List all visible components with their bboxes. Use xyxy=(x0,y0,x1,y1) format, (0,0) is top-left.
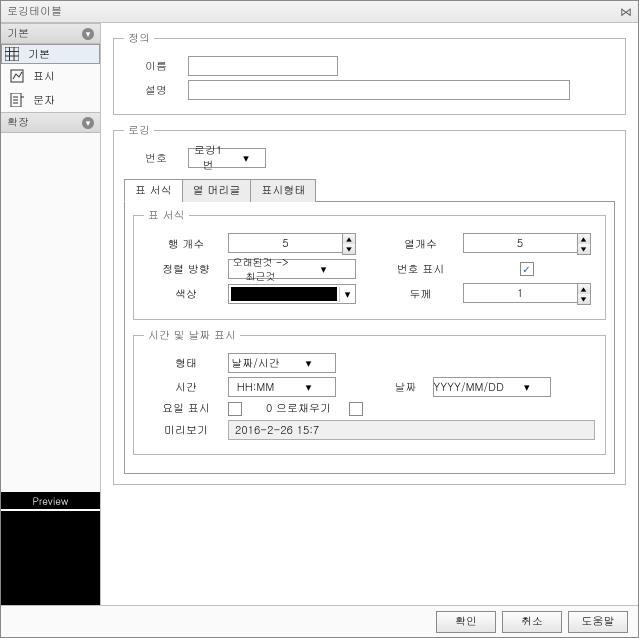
tabs: 표 서식 열 머리글 표시형태 xyxy=(124,178,615,202)
number-value: 로깅1번 xyxy=(189,143,227,173)
preview-label: Preview xyxy=(1,492,100,509)
chevron-down-icon: ▾ xyxy=(292,262,355,277)
col-count-stepper[interactable]: ▲▼ xyxy=(463,233,591,255)
desc-label: 설명 xyxy=(124,83,188,98)
row-count-stepper[interactable]: ▲▼ xyxy=(228,233,356,255)
thickness-label: 두께 xyxy=(379,287,463,302)
preview-label: 미리보기 xyxy=(144,423,228,438)
time-label: 시간 xyxy=(144,380,228,395)
date-select[interactable]: YYYY/MM/DD ▾ xyxy=(433,377,551,397)
sidebar-item-label: 기본 xyxy=(28,47,50,62)
sidebar-item-label: 표시 xyxy=(33,69,55,84)
show-number-checkbox[interactable]: ✓ xyxy=(520,262,534,276)
format-value: 날짜/시간 xyxy=(229,356,282,371)
main-panel: 정의 이름 설명 로깅 번호 로깅1번 ▾ xyxy=(101,23,638,605)
time-value: HH:MM xyxy=(229,380,282,395)
chevron-down-icon: ▾ xyxy=(82,28,94,40)
sidebar-group-extended[interactable]: 확장 ▾ xyxy=(1,112,100,133)
table-format-legend: 표 서식 xyxy=(144,208,189,223)
footer: 확인 취소 도움말 xyxy=(1,605,638,637)
sidebar-group-label: 확장 xyxy=(7,115,29,130)
format-select[interactable]: 날짜/시간 ▾ xyxy=(228,353,336,373)
format-label: 형태 xyxy=(144,356,228,371)
titlebar: 로깅테이블 ⋈ xyxy=(1,1,638,23)
cancel-button[interactable]: 취소 xyxy=(502,611,562,633)
sidebar-item-display[interactable]: 표시 xyxy=(1,64,100,88)
ok-button[interactable]: 확인 xyxy=(436,611,496,633)
table-format-group: 표 서식 행 개수 ▲▼ 열개수 xyxy=(133,208,606,320)
row-count-label: 행 개수 xyxy=(144,237,228,252)
sidebar-group-basic[interactable]: 기본 ▾ xyxy=(1,23,100,44)
color-swatch xyxy=(231,287,337,301)
grid-icon xyxy=(4,46,20,62)
row-count-input[interactable] xyxy=(228,233,342,253)
display-icon xyxy=(9,68,25,84)
dialog-window: 로깅테이블 ⋈ 기본 ▾ 기본 표시 xyxy=(0,0,639,638)
zeropad-label: 0 으로채우기 xyxy=(266,401,331,416)
col-count-input[interactable] xyxy=(463,233,577,253)
sort-label: 정렬 방향 xyxy=(144,262,228,277)
chevron-down-icon: ▾ xyxy=(227,151,265,166)
tab-display-form[interactable]: 표시형태 xyxy=(250,179,316,202)
time-select[interactable]: HH:MM ▾ xyxy=(228,377,336,397)
tab-table-format[interactable]: 표 서식 xyxy=(124,179,183,202)
chevron-down-icon: ▾ xyxy=(504,380,550,395)
down-icon[interactable]: ▼ xyxy=(578,294,590,304)
logging-group: 로깅 번호 로깅1번 ▾ 표 서식 열 머리글 표시형태 표 서식 xyxy=(113,123,626,485)
date-value: YYYY/MM/DD xyxy=(434,380,504,395)
weekday-label: 요일 표시 xyxy=(144,401,228,416)
dialog-body: 기본 ▾ 기본 표시 문자 확장 xyxy=(1,23,638,605)
sidebar-group-label: 기본 xyxy=(7,26,29,41)
up-icon[interactable]: ▲ xyxy=(343,234,355,244)
weekday-checkbox[interactable] xyxy=(228,402,242,416)
number-label: 번호 xyxy=(124,151,188,166)
sidebar-item-text[interactable]: 문자 xyxy=(1,88,100,112)
chevron-down-icon: ▾ xyxy=(339,287,355,302)
datetime-legend: 시간 및 날짜 표시 xyxy=(144,328,240,343)
sidebar-item-label: 문자 xyxy=(33,93,55,108)
sort-select[interactable]: 오래된것 -> 최근것 ▾ xyxy=(228,259,356,279)
datetime-group: 시간 및 날짜 표시 형태 날짜/시간 ▾ 시간 xyxy=(133,328,606,455)
thickness-input[interactable] xyxy=(463,283,577,303)
color-label: 색상 xyxy=(144,287,228,302)
zeropad-checkbox[interactable] xyxy=(349,402,363,416)
definition-group: 정의 이름 설명 xyxy=(113,31,626,115)
sidebar-item-basic[interactable]: 기본 xyxy=(1,44,100,64)
thickness-stepper[interactable]: ▲▼ xyxy=(463,283,591,305)
text-icon xyxy=(9,92,25,108)
tab-column-header[interactable]: 열 머리글 xyxy=(182,179,252,202)
up-icon[interactable]: ▲ xyxy=(578,284,590,294)
help-button[interactable]: 도움말 xyxy=(568,611,628,633)
sidebar: 기본 ▾ 기본 표시 문자 확장 xyxy=(1,23,101,605)
color-select[interactable]: ▾ xyxy=(228,284,356,304)
chevron-down-icon: ▾ xyxy=(282,380,335,395)
up-icon[interactable]: ▲ xyxy=(578,234,590,244)
name-label: 이름 xyxy=(124,59,188,74)
sidebar-spacer xyxy=(1,133,100,492)
down-icon[interactable]: ▼ xyxy=(578,244,590,254)
desc-input[interactable] xyxy=(188,80,570,100)
logging-legend: 로깅 xyxy=(124,123,154,138)
show-number-label: 번호 표시 xyxy=(379,262,463,277)
window-title: 로깅테이블 xyxy=(7,4,62,19)
preview-value: 2016-2-26 15:7 xyxy=(228,420,595,440)
preview-box xyxy=(1,509,100,605)
number-select[interactable]: 로깅1번 ▾ xyxy=(188,148,266,168)
name-input[interactable] xyxy=(188,56,338,76)
date-label: 날짜 xyxy=(379,380,433,395)
close-icon[interactable]: ⋈ xyxy=(620,3,632,20)
tab-body: 표 서식 행 개수 ▲▼ 열개수 xyxy=(124,202,615,474)
chevron-down-icon: ▾ xyxy=(82,117,94,129)
chevron-down-icon: ▾ xyxy=(282,356,335,371)
col-count-label: 열개수 xyxy=(379,237,463,252)
sort-value: 오래된것 -> 최근것 xyxy=(229,255,292,283)
definition-legend: 정의 xyxy=(124,31,154,46)
down-icon[interactable]: ▼ xyxy=(343,244,355,254)
